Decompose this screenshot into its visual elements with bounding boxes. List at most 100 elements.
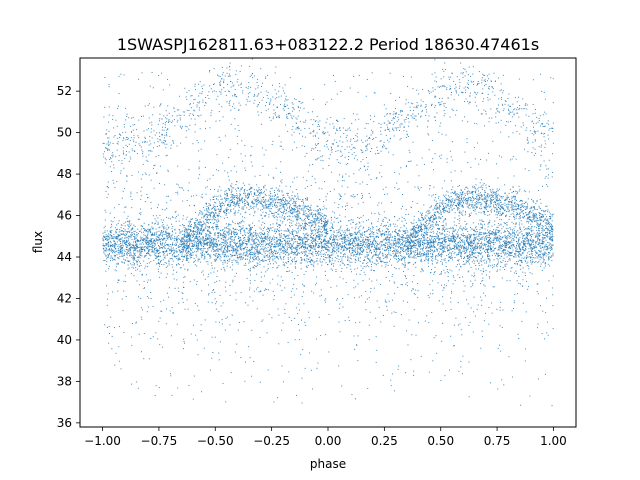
data-point (510, 236, 512, 238)
data-point (333, 263, 335, 265)
data-point (274, 232, 276, 234)
data-point (253, 247, 255, 249)
data-point (382, 253, 384, 255)
data-point (144, 238, 146, 240)
data-point (134, 258, 136, 260)
data-point (224, 236, 226, 238)
data-point (501, 249, 503, 251)
data-point (242, 241, 244, 243)
data-point (537, 257, 539, 259)
data-point (159, 238, 161, 240)
data-point (396, 252, 398, 254)
data-point (380, 234, 382, 236)
data-point (454, 235, 456, 237)
data-point (414, 240, 416, 242)
data-point (499, 230, 501, 232)
data-point (453, 241, 455, 243)
data-point (224, 262, 226, 264)
data-point (460, 255, 462, 257)
data-point (363, 241, 365, 243)
data-point (500, 232, 502, 234)
data-point (254, 249, 256, 251)
data-point (450, 253, 452, 255)
data-point (396, 250, 398, 252)
data-point (306, 266, 308, 268)
data-point (228, 228, 230, 230)
data-point (162, 230, 164, 232)
data-point (394, 230, 396, 232)
data-point (113, 251, 115, 253)
data-point (111, 235, 113, 237)
data-point (490, 249, 492, 251)
data-point (259, 227, 261, 229)
data-point (432, 258, 434, 260)
data-point (279, 256, 281, 258)
data-point (496, 226, 498, 228)
data-point (449, 237, 451, 239)
data-point (395, 253, 397, 255)
data-point (213, 239, 215, 241)
data-point (186, 247, 188, 249)
data-point (393, 244, 395, 246)
data-point (367, 252, 369, 254)
data-point (121, 224, 123, 226)
data-point (113, 243, 115, 245)
data-point (261, 248, 263, 250)
data-point (274, 249, 276, 251)
data-point (291, 243, 293, 245)
data-point (425, 238, 427, 240)
data-point (245, 251, 247, 253)
data-point (142, 248, 144, 250)
data-point (326, 245, 328, 247)
data-point (303, 246, 304, 248)
data-point (186, 239, 188, 241)
data-point (270, 245, 272, 247)
data-point (330, 268, 332, 270)
data-point (544, 252, 546, 254)
data-point (477, 247, 479, 249)
data-point (375, 236, 377, 238)
data-point (382, 254, 384, 256)
data-point (345, 234, 347, 236)
data-point (227, 242, 229, 244)
data-point (407, 234, 409, 236)
data-point (485, 236, 487, 238)
data-point (328, 242, 330, 244)
data-point (362, 250, 364, 252)
data-point (221, 244, 223, 246)
data-point (441, 247, 443, 249)
data-point (196, 249, 198, 251)
data-point (111, 236, 113, 238)
data-point (158, 227, 160, 229)
data-point (396, 261, 398, 263)
data-point (536, 223, 538, 225)
data-point (340, 235, 342, 237)
data-point (470, 228, 472, 230)
data-point (409, 242, 411, 244)
data-point (254, 258, 256, 260)
data-point (458, 237, 460, 239)
data-point (166, 250, 168, 252)
data-point (292, 229, 294, 231)
data-point (403, 251, 405, 253)
data-point (178, 235, 180, 237)
data-point (355, 245, 357, 247)
data-point (236, 250, 238, 252)
data-point (496, 266, 498, 268)
data-point (455, 246, 457, 248)
data-point (520, 261, 522, 263)
data-point (460, 251, 462, 253)
data-point (335, 249, 337, 251)
data-point (289, 246, 291, 248)
data-point (366, 230, 368, 232)
data-point (348, 247, 350, 249)
data-point (386, 227, 388, 229)
data-point (288, 245, 290, 247)
data-point (235, 244, 237, 246)
data-point (405, 222, 407, 224)
data-point (290, 246, 292, 248)
data-point (150, 246, 152, 248)
data-point (457, 231, 459, 233)
data-point (370, 252, 372, 254)
data-point (464, 234, 466, 236)
